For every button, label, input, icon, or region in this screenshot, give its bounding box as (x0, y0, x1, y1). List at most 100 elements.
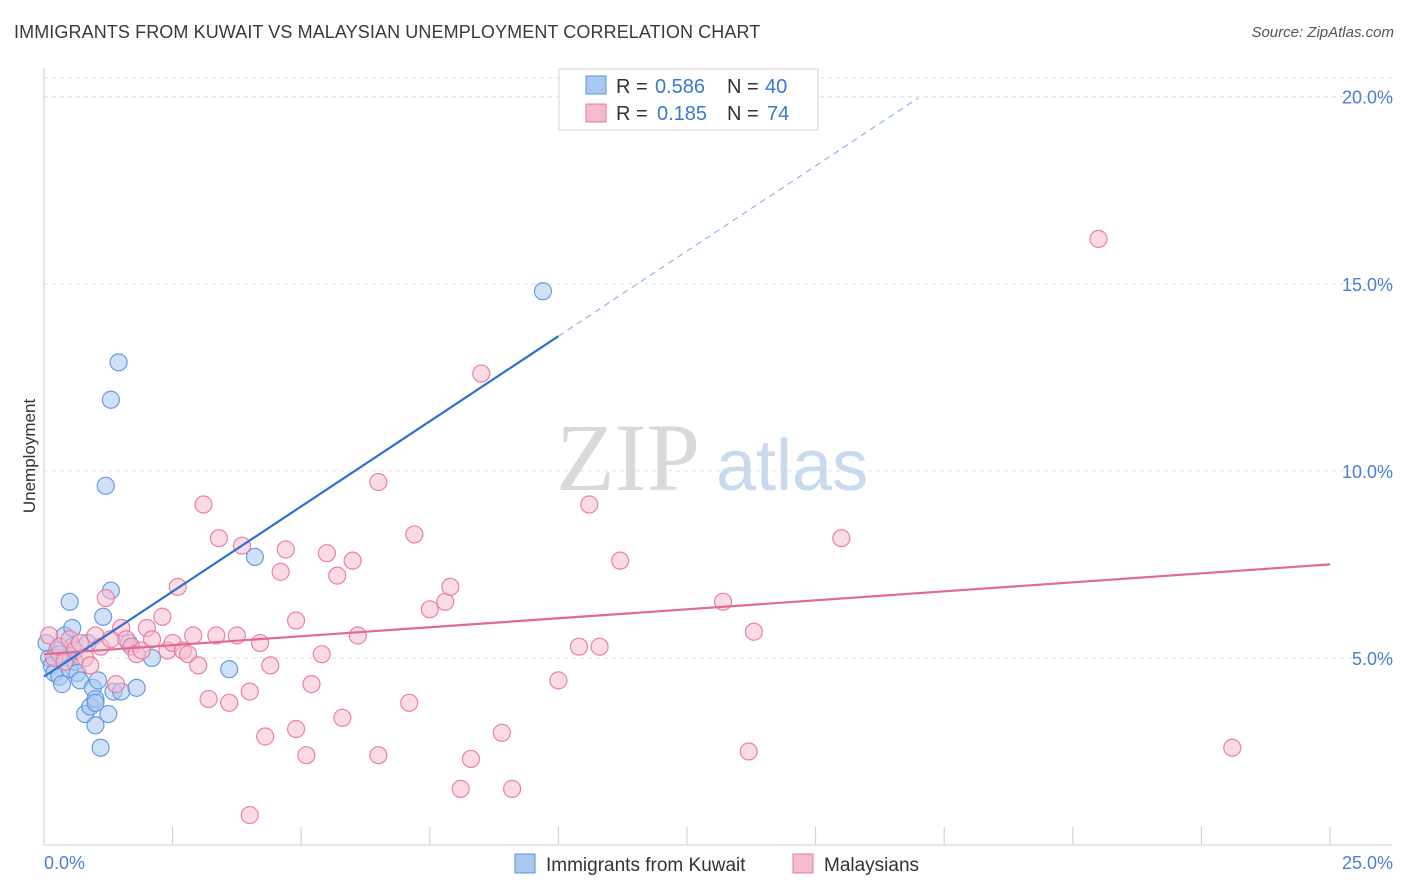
data-point-0-34 (220, 660, 239, 679)
data-point-1-56 (420, 600, 439, 619)
data-point-1-49 (333, 708, 352, 727)
data-point-1-41 (276, 540, 295, 559)
y-axis-label: Unemployment (20, 399, 39, 514)
chart-source: Source: ZipAtlas.com (1251, 24, 1394, 41)
legend-r-value-kuwait: 0.586 (655, 76, 705, 98)
trend-line-1 (43, 563, 1331, 656)
series-legend: Immigrants from Kuwait Malaysians (514, 853, 919, 876)
watermark: ZIP atlas (556, 404, 868, 511)
data-point-1-64 (549, 671, 568, 690)
chart-title: IMMIGRANTS FROM KUWAIT VS MALAYSIAN UNEM… (14, 22, 761, 42)
series-legend-swatch-kuwait (514, 853, 536, 874)
data-point-1-21 (153, 607, 172, 626)
data-point-1-62 (492, 723, 511, 742)
data-point-1-74 (1223, 738, 1242, 757)
data-point-1-36 (240, 682, 259, 701)
data-point-1-42 (286, 719, 306, 739)
data-point-1-11 (96, 588, 115, 608)
data-point-0-11 (60, 592, 79, 611)
data-point-0-29 (109, 353, 128, 372)
data-point-1-38 (256, 727, 275, 746)
data-point-0-35 (245, 547, 265, 567)
data-point-1-39 (261, 656, 280, 675)
data-point-0-22 (91, 738, 110, 757)
data-point-1-70 (739, 742, 758, 761)
data-point-1-29 (194, 495, 213, 514)
data-point-1-27 (184, 626, 203, 645)
data-point-1-43 (286, 611, 306, 630)
legend-n-label-kuwait: N = (727, 76, 759, 98)
data-point-1-48 (328, 566, 347, 585)
legend-swatch-malaysians (585, 103, 607, 123)
data-point-1-68 (611, 551, 630, 570)
data-point-1-65 (569, 637, 589, 656)
trend-line-0 (43, 335, 560, 678)
data-point-1-52 (369, 472, 388, 492)
data-point-1-26 (178, 645, 198, 664)
series-0-points (37, 282, 553, 757)
y-tick-label-3: 20.0% (1342, 88, 1393, 108)
data-point-1-8 (81, 656, 100, 675)
legend-r-value-malaysians: 0.185 (657, 103, 707, 125)
data-point-0-24 (96, 476, 115, 495)
gridlines (44, 77, 1392, 659)
data-point-1-63 (503, 779, 522, 798)
data-point-1-30 (199, 689, 218, 709)
legend-n-value-kuwait: 40 (765, 76, 787, 98)
watermark-atlas: atlas (716, 426, 868, 506)
data-point-0-25 (99, 704, 118, 724)
points-layer (37, 229, 1242, 825)
data-point-1-45 (302, 675, 321, 694)
data-point-0-23 (94, 607, 113, 626)
data-point-1-60 (461, 749, 481, 769)
x-ticks (172, 827, 1331, 844)
y-tick-labels: 5.0% 10.0% 15.0% 20.0% (1342, 88, 1393, 669)
data-point-1-13 (106, 675, 126, 694)
axes (43, 68, 1392, 846)
data-point-1-0 (40, 626, 59, 645)
data-point-0-21 (88, 671, 108, 690)
y-tick-label-0: 5.0% (1352, 649, 1393, 669)
x-tick-label-1: 25.0% (1342, 853, 1393, 873)
series-legend-swatch-malaysians (792, 853, 814, 874)
data-point-0-5 (52, 675, 72, 694)
legend-r-label-kuwait: R = (616, 76, 648, 98)
data-point-1-73 (1089, 229, 1108, 248)
x-tick-labels: 0.0% 25.0% (44, 853, 1393, 873)
data-point-1-53 (369, 746, 388, 765)
data-point-1-59 (451, 779, 470, 798)
data-point-1-75 (240, 805, 259, 825)
y-tick-label-2: 15.0% (1342, 275, 1393, 295)
legend-n-label-malaysians: N = (727, 103, 759, 125)
data-point-1-66 (580, 495, 599, 514)
data-point-1-58 (441, 577, 460, 596)
data-point-1-32 (209, 529, 228, 548)
watermark-zip: ZIP (556, 404, 700, 511)
y-tick-label-1: 10.0% (1342, 462, 1393, 482)
data-point-1-50 (343, 551, 362, 570)
correlation-legend: R = 0.586 N = 40 R = 0.185 N = 74 (558, 68, 819, 131)
legend-n-value-malaysians: 74 (767, 103, 789, 125)
data-point-1-47 (317, 544, 337, 563)
data-point-0-32 (127, 678, 146, 697)
legend-swatch-kuwait (585, 75, 607, 95)
data-point-1-33 (220, 693, 239, 712)
data-point-1-61 (472, 364, 491, 383)
data-point-1-40 (271, 562, 290, 581)
data-point-1-67 (590, 637, 609, 656)
series-legend-label-kuwait: Immigrants from Kuwait (546, 855, 746, 876)
data-point-0-36 (533, 282, 553, 301)
trend-layer (43, 97, 1331, 678)
data-point-1-37 (250, 633, 270, 653)
data-point-1-51 (348, 626, 367, 645)
data-point-1-72 (832, 529, 851, 548)
data-point-1-44 (297, 746, 316, 765)
data-point-1-55 (405, 525, 424, 544)
data-point-1-28 (189, 656, 208, 675)
data-point-1-54 (400, 693, 419, 712)
data-point-1-71 (744, 622, 763, 641)
data-point-1-31 (207, 626, 226, 645)
data-point-0-19 (86, 716, 105, 735)
data-point-1-46 (312, 645, 331, 664)
